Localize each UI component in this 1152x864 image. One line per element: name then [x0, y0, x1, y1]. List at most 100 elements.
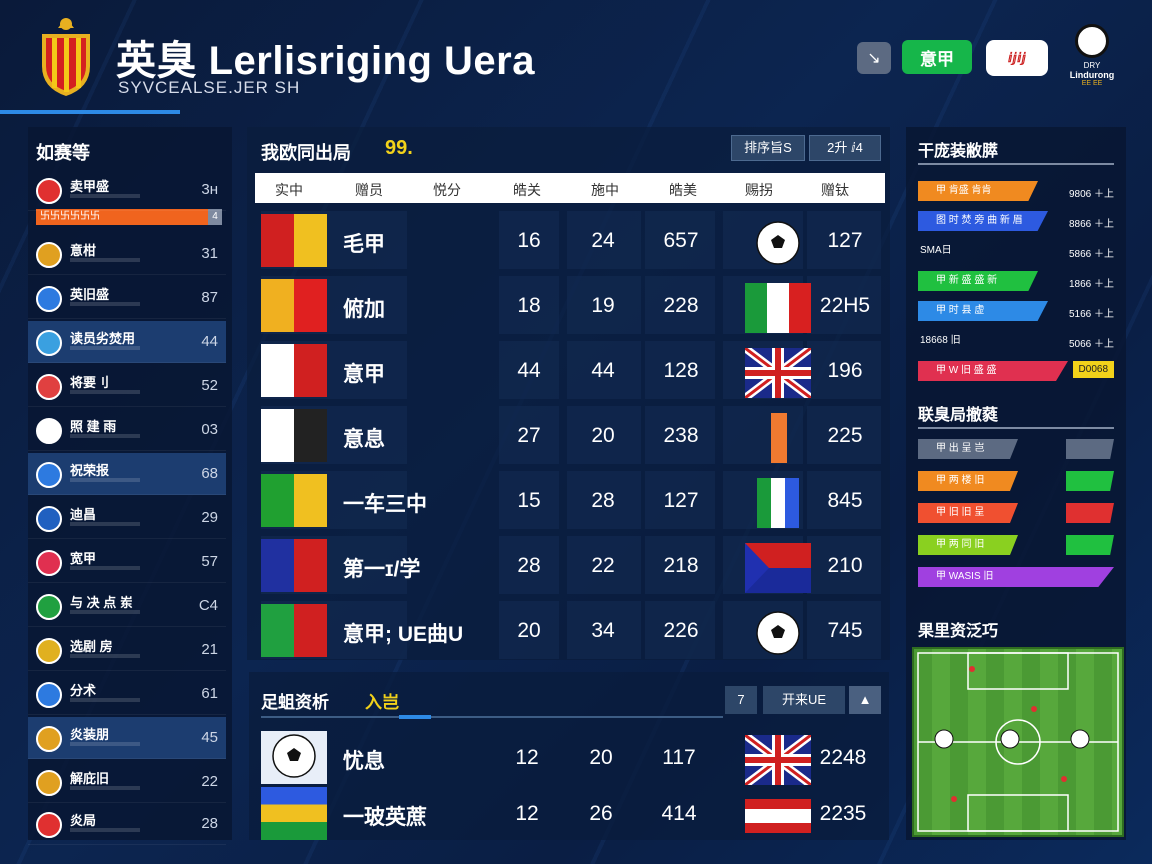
stat-value: 414	[661, 802, 697, 825]
table-row[interactable]: 一玻英蔗 12 26 414 2235	[261, 784, 881, 842]
sort-button[interactable]: 排序旨S	[731, 135, 805, 161]
stat-value: 15	[517, 489, 541, 512]
team-name: 解庇旧	[70, 771, 110, 786]
flag-image-icon	[745, 791, 811, 841]
right-divider-2	[918, 427, 1114, 429]
stat-value: 20	[517, 619, 541, 642]
filter-button[interactable]: 2升 ⅈ4	[809, 135, 881, 161]
tactics-pitch[interactable]	[912, 647, 1124, 837]
table-row[interactable]: 毛甲 16 24 657 127	[261, 211, 881, 269]
team-list-item[interactable]: 读员劣焚用 44	[28, 321, 226, 363]
column-header[interactable]: 赐拐	[745, 182, 773, 198]
logo-line3: EE EE	[1081, 80, 1103, 87]
stat-value: 226	[663, 619, 699, 642]
chat-badge-button[interactable]: ⅈⅉⅈⅉ	[986, 40, 1048, 76]
second-table-tab[interactable]: 入岂	[365, 693, 399, 712]
stat-value: 20	[591, 424, 615, 447]
team-flag-icon	[261, 409, 327, 462]
tools-button[interactable]: ↘	[857, 42, 891, 74]
upload-button[interactable]: ▲	[849, 686, 881, 714]
team-list-item[interactable]: 英旧盛 87	[28, 277, 226, 319]
column-header[interactable]: 实中	[275, 182, 303, 198]
stat-value: 2235	[819, 802, 867, 825]
tab-divider	[261, 716, 723, 718]
team-list-item[interactable]: 将要刂 52	[28, 365, 226, 407]
team-name: 卖甲盛	[70, 179, 110, 194]
team-value: 52	[201, 377, 218, 394]
team-list-item[interactable]: 与 决 点 岽 C4	[28, 585, 226, 627]
stat-cell	[499, 341, 559, 399]
column-header[interactable]: 赠钛	[821, 182, 849, 198]
team-name: 意息	[343, 428, 385, 451]
team-crest-icon	[36, 330, 62, 356]
comparison-bar: 甲 WASIS 旧	[918, 567, 1114, 587]
team-name: 意甲	[343, 363, 385, 386]
team-value: 03	[201, 421, 218, 438]
team-crest-icon	[36, 550, 62, 576]
stat-value: 845	[827, 489, 863, 512]
main-table-panel: 我欧同出局 99. 排序旨S 2升 ⅈ4 实中 赠员 悦分 皓关 施中 皓美 赐拐 赠钛 毛甲…	[247, 127, 890, 660]
stat-cell	[499, 406, 559, 464]
stat-value: 218	[663, 554, 699, 577]
team-list-item[interactable]: 分术 61	[28, 673, 226, 715]
stat-cell	[567, 211, 641, 269]
team-sub-bar	[70, 742, 140, 746]
team-list-item[interactable]: 炎局 28	[28, 803, 226, 845]
right-divider-1	[918, 163, 1114, 165]
team-value: C4	[198, 597, 218, 614]
team-name: 一车三中	[343, 493, 427, 516]
column-header[interactable]: 皓关	[513, 182, 541, 198]
table-row[interactable]: 俯加 18 19 228 22H5	[261, 276, 881, 334]
team-crest-icon	[36, 462, 62, 488]
table-row[interactable]: 第一ɪ/学 28 22 218 210	[261, 536, 881, 594]
team-list-item[interactable]: 解庇旧 22	[28, 761, 226, 803]
highlight-bar: 卐卐卐卐卐卐	[36, 209, 216, 225]
team-flag-icon	[261, 604, 327, 657]
stat-value: 1866 ＋上	[1068, 279, 1114, 290]
team-name: 读员劣焚用	[70, 331, 136, 346]
tab-indicator	[399, 715, 431, 719]
column-header[interactable]: 悦分	[433, 182, 461, 198]
column-header[interactable]: 施中	[591, 182, 619, 198]
page-subtitle: SYVCEALSE.JER SH	[118, 78, 301, 97]
team-name: 第一ɪ/学	[343, 558, 421, 581]
team-list-item[interactable]: 迪昌 29	[28, 497, 226, 539]
page-title: 英臭 Lerlisriging Uera	[116, 39, 535, 83]
table-row[interactable]: 忧息 12 20 117 2248	[261, 728, 881, 789]
page-button[interactable]: 7	[725, 686, 757, 714]
league-button[interactable]: 意甲	[902, 40, 972, 74]
table-row[interactable]: 一车三中 15 28 127 845	[261, 471, 881, 529]
team-flag-icon	[261, 787, 327, 840]
team-list-item[interactable]: 宽甲 57	[28, 541, 226, 583]
right-title-3: 果里资泛巧	[918, 623, 999, 640]
table-row[interactable]: 意甲; UE曲U 20 34 226 745	[261, 601, 881, 659]
stat-value: 18	[517, 294, 541, 317]
team-crest-icon	[36, 770, 62, 796]
team-sub-bar	[70, 434, 140, 438]
open-button[interactable]: 开来UE	[763, 686, 845, 714]
stat-value: 26	[589, 802, 613, 825]
column-header[interactable]: 皓美	[669, 182, 697, 198]
column-header[interactable]: 赠员	[355, 182, 383, 198]
stat-cell	[567, 341, 641, 399]
team-list-item[interactable]: 卖甲盛 3ʜ	[28, 169, 226, 211]
team-list-item[interactable]: 选剧 房 21	[28, 629, 226, 671]
stat-cell	[567, 601, 641, 659]
team-list-item[interactable]: 照 建 雨 03	[28, 409, 226, 451]
team-sub-bar	[70, 698, 140, 702]
stat-value: D0068	[1072, 361, 1114, 378]
pitch-lines	[917, 652, 1119, 832]
team-crest-icon	[36, 812, 62, 838]
stat-label: 甲 W 旧 盛 盛	[918, 361, 1068, 381]
table-row[interactable]: 意甲 44 44 128 196	[261, 341, 881, 402]
stat-cell	[807, 341, 881, 399]
stat-cell	[807, 276, 881, 334]
team-list-item[interactable]: 祝荣报 68	[28, 453, 226, 495]
stat-cell	[645, 471, 715, 529]
team-list-item[interactable]: 意柑 31	[28, 233, 226, 275]
team-list-item[interactable]: 炎装朋 45	[28, 717, 226, 759]
stat-cell	[645, 276, 715, 334]
table-row[interactable]: 意息 27 20 238 225	[261, 406, 881, 464]
stat-cell	[567, 276, 641, 334]
stat-value: 24	[591, 229, 615, 252]
